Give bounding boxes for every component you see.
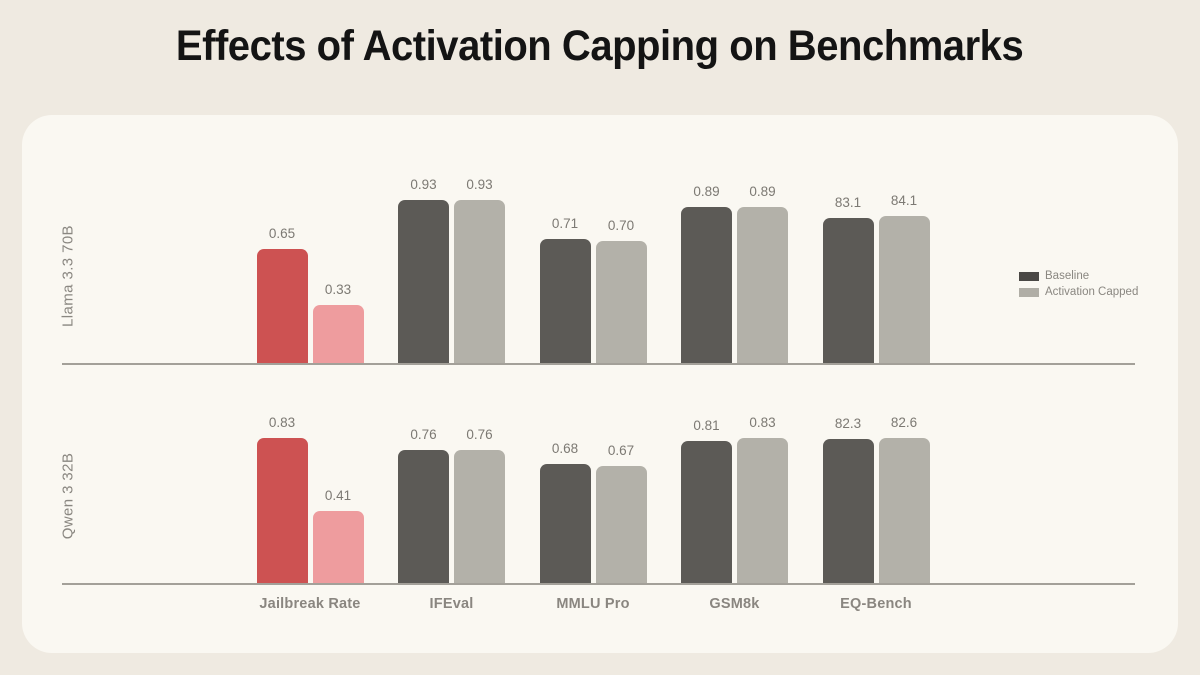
bar-value-label: 0.76 [466,427,493,442]
bar [681,441,732,583]
bar-value-label: 0.93 [466,177,493,192]
bar [539,239,591,363]
bar [878,438,930,583]
bar [454,450,505,583]
bar [737,438,788,583]
bar-value-label: 0.65 [268,226,296,241]
chart-title-text: Effects of Activation Capping on Benchma… [176,22,1024,70]
bar-value-label: 0.83 [268,415,296,430]
bar-value-label: 0.68 [551,441,579,456]
bar-value-label: 0.41 [324,488,352,503]
bar-value-label: 0.89 [693,184,720,199]
bar-value-label: 0.67 [607,443,635,458]
bar-value-label: 0.93 [410,177,437,192]
chart-title: Effects of Activation Capping on Benchma… [0,22,1200,71]
bar [737,207,788,363]
bar [256,249,308,363]
category-label: EQ-Bench [840,596,912,612]
bar-value-label: 0.71 [551,216,579,231]
bar-value-label: 82.6 [890,415,918,430]
bar [398,200,449,363]
legend-label: Activation Capped [1045,286,1139,298]
legend: Baseline Activation Capped [1019,270,1138,302]
row-label: Llama 3.3 70B [59,224,77,327]
bar [822,218,874,363]
bar-value-label: 0.83 [749,415,776,430]
bar-value-label: 82.3 [834,416,862,431]
category-label: Jailbreak Rate [259,596,361,612]
category-label: GSM8k [709,596,760,612]
axis-line [62,363,1135,365]
bar [595,466,647,583]
bar-value-label: 84.1 [890,193,918,208]
category-label: MMLU Pro [556,596,630,612]
legend-swatch [1019,287,1039,297]
legend-item: Baseline [1019,270,1138,282]
axis-line [62,583,1135,585]
bar-value-label: 83.1 [834,195,862,210]
bar-value-label: 0.89 [749,184,776,199]
bar [539,464,591,583]
bar [256,438,308,583]
category-label: IFEval [429,596,474,612]
bar [681,207,732,363]
bar [595,241,647,363]
legend-label: Baseline [1045,270,1090,282]
legend-swatch [1019,271,1039,281]
bar-value-label: 0.70 [607,218,635,233]
legend-item: Activation Capped [1019,286,1138,298]
bar [398,450,449,583]
row-label: Qwen 3 32B [59,452,77,539]
bar-value-label: 0.33 [324,282,352,297]
bar-value-label: 0.81 [693,418,720,433]
bar [312,305,364,363]
bar [878,216,930,363]
bar [312,511,364,583]
bar [822,439,874,583]
bar-value-label: 0.76 [410,427,437,442]
bar [454,200,505,363]
